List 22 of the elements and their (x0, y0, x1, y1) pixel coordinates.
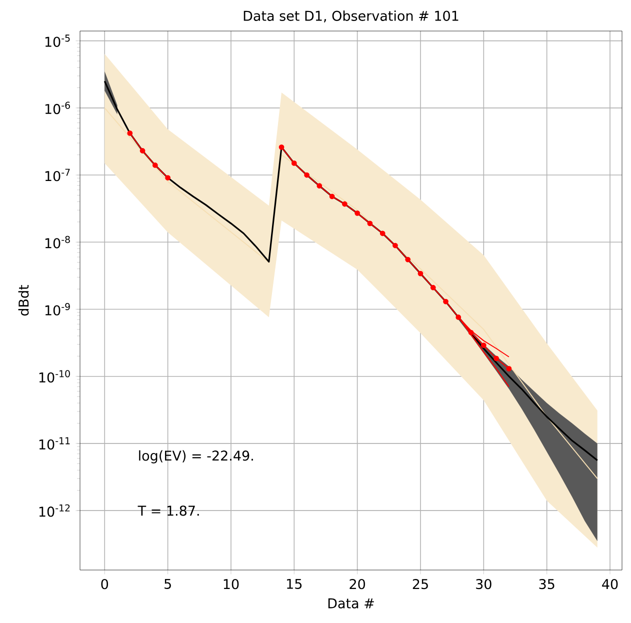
y-tick-label: 10$^{-7}$ (45, 168, 70, 182)
x-tick-label: 25 (412, 578, 428, 590)
y-tick-label: 10$^{-6}$ (45, 102, 70, 114)
y-tick-label: 10$^{-9}$ (45, 303, 70, 316)
chart-title: Data set D1, Observation # 101 (244, 10, 458, 22)
x-tick-label: 0 (101, 578, 108, 590)
x-axis-title: Data # (328, 598, 374, 608)
x-tick-label: 40 (602, 578, 618, 590)
x-tick-label: 35 (539, 578, 554, 590)
annotation: log(EV) = -22.49. (139, 450, 253, 464)
annotation: T = 1.87. (138, 506, 199, 516)
x-tick-label: 30 (476, 578, 492, 590)
x-tick-label: 20 (350, 578, 366, 590)
y-tick-label: 10$^{-10}$ (39, 370, 70, 383)
y-tick-label: 10$^{-11}$ (39, 437, 70, 450)
y-axis-title: dBdt (18, 284, 29, 316)
x-tick-label: 15 (287, 578, 302, 589)
x-tick-label: 10 (224, 578, 239, 590)
x-tick-label: 5 (164, 578, 171, 589)
y-tick-label: 10$^{-5}$ (45, 34, 70, 47)
y-tick-label: 10$^{-12}$ (39, 504, 70, 517)
y-tick-label: 10$^{-8}$ (45, 236, 70, 248)
